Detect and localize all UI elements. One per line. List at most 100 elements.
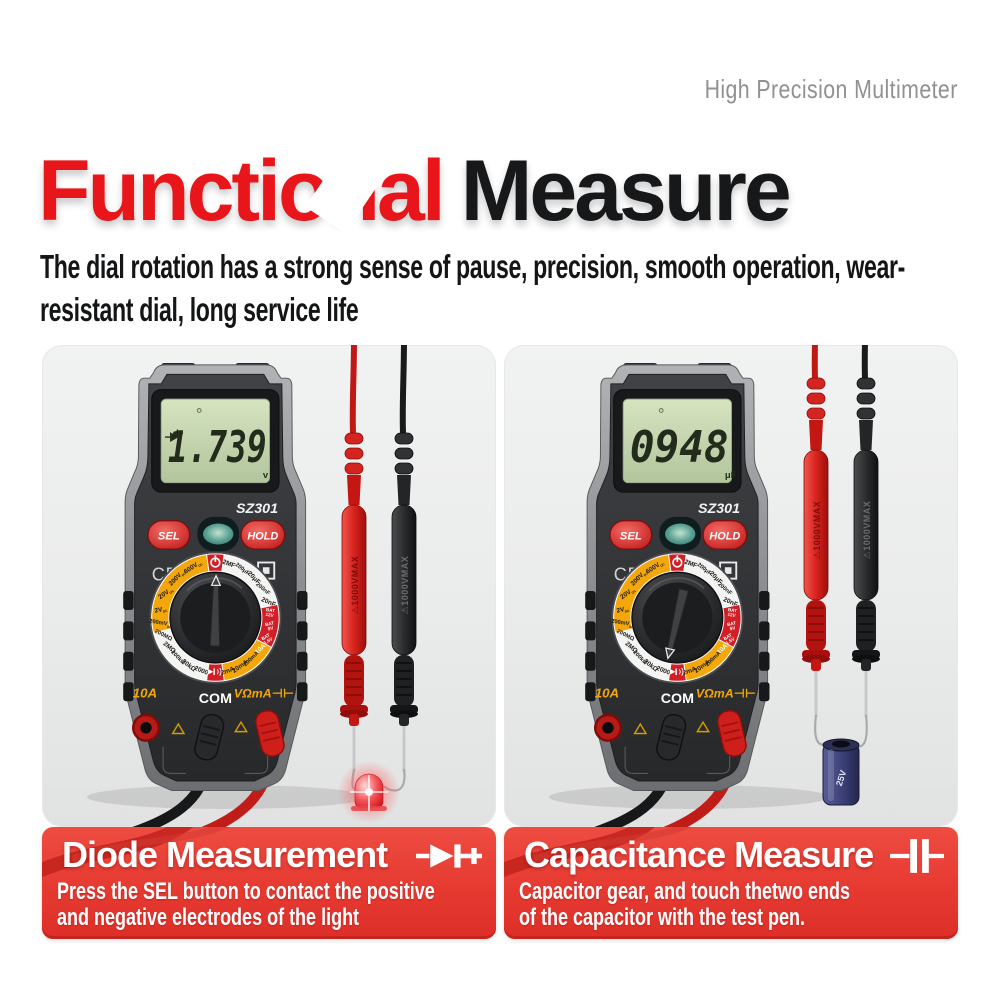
grip-rib (759, 621, 770, 641)
red-probe-wire (349, 345, 357, 434)
lcd-auto-dot (658, 408, 664, 413)
black-probe-tip (864, 671, 868, 717)
dial-label: 2MF (221, 559, 236, 570)
meter-shadow (549, 785, 829, 809)
banner-line2: and negative electrodes of the light (57, 903, 360, 931)
red-probe-rating: ⚠1000VMAX (350, 556, 360, 615)
dial-segment (613, 554, 672, 634)
grip-rib (123, 651, 134, 671)
knob-highlight (648, 577, 705, 592)
dial-pointer (209, 573, 222, 647)
led-sparkle-core (365, 788, 373, 796)
capacitor-attachment: 25V (814, 714, 868, 806)
com-plug (194, 713, 225, 761)
banner-line1: Capacitor gear, and touch thetwo ends (519, 878, 851, 905)
dial-label: 200mVDC (610, 619, 635, 630)
lcd-unit: v (263, 470, 269, 481)
black-probe-rating: ⚠1000VMAX (862, 501, 872, 560)
led-attachment (338, 761, 406, 823)
meter-shadow (87, 785, 367, 809)
volt-jack-label: VΩmA⊣⊢ (234, 686, 294, 700)
grip-rib (585, 621, 596, 641)
capacitor-highlight (828, 749, 834, 801)
test-probes: ⚠1000VMAX (802, 345, 880, 717)
warning-triangle-icon (171, 722, 186, 735)
lcd-auto-dot (196, 408, 202, 413)
banner-title: Capacitance Measure (524, 834, 874, 875)
grip-rib (123, 591, 134, 610)
red-probe: ⚠1000VMAX (340, 345, 368, 772)
photo-panel: 0948 μF SZ301 SEL HOLD CE (504, 345, 958, 827)
double-insulation-icon-inner (262, 567, 270, 574)
rotary-dial: 2MF200μF20μF200nF20nFBAT12VBAT9VBAT1.5V1… (610, 551, 744, 684)
volt-jack-label: VΩmA⊣⊢ (696, 686, 756, 700)
product-demo-column: 1.739 v SZ301 SEL HOLD CE (42, 345, 496, 939)
red-probe-rating: ⚠1000VMAX (812, 501, 822, 560)
hold-button-label: HOLD (247, 531, 278, 543)
dial-label: 2mA (682, 666, 698, 677)
product-demo-column: 0948 μF SZ301 SEL HOLD CE (504, 345, 958, 939)
diode-buzzer-icon (207, 667, 222, 676)
grip-rib (759, 591, 770, 610)
banner-line2: of the capacitor with the test pen. (519, 903, 806, 931)
grip-rib (759, 682, 770, 702)
black-probe-wire (399, 345, 407, 434)
black-probe: ⚠1000VMAX (390, 345, 418, 772)
black-probe-tip (402, 726, 406, 772)
photo-panel: 1.739 v SZ301 SEL HOLD CE (42, 345, 496, 827)
rotary-dial: 2MF200μF20μF200nF20nFBAT12VBAT9VBAT1.5V1… (148, 551, 282, 684)
banner-header: Diode Measurement (42, 827, 496, 876)
banner-header: Capacitance Measure (504, 827, 958, 876)
grip-rib (297, 651, 308, 671)
red-probe-tip (814, 671, 818, 717)
banner-line1: Press the SEL button to contact the posi… (57, 878, 435, 905)
grip-rib (123, 682, 134, 702)
sel-button-label: SEL (158, 531, 180, 543)
dial-wedges: 2MF200μF20μF200nF20nFBAT12VBAT9VBAT1.5V1… (610, 553, 742, 682)
dial-label: 2MF (683, 559, 698, 570)
jack-outline (706, 746, 731, 774)
dial-pointer (665, 588, 689, 661)
dial-label: BAT1.5V (260, 632, 273, 645)
black-probe: ⚠1000VMAX (852, 345, 880, 717)
multimeter: 1.739 v SZ301 SEL HOLD CE (123, 363, 308, 827)
capacitor-seal (832, 740, 850, 748)
flashlight-lens (665, 523, 696, 545)
capacitor-icon (890, 839, 944, 873)
red-probe-wire (811, 345, 818, 379)
black-probe-wire (861, 345, 868, 379)
com-plug (656, 713, 687, 761)
amp-jack-hole (602, 722, 614, 734)
warning-triangle-icon (234, 720, 248, 733)
power-icon (210, 555, 221, 568)
sel-button (147, 519, 191, 550)
demo-columns: 1.739 v SZ301 SEL HOLD CE (42, 345, 958, 939)
knob-highlight (186, 577, 243, 592)
warning-triangle-icon (696, 720, 710, 733)
dial-wedges: 2MF200μF20μF200nF20nFBAT12VBAT9VBAT1.5V1… (148, 553, 280, 682)
amp-jack-hole (140, 722, 152, 734)
sel-button-label: SEL (620, 531, 642, 543)
grip-rib (759, 651, 770, 671)
panel-illustration: 0948 μF SZ301 SEL HOLD CE (549, 345, 880, 827)
diode-icon (416, 844, 482, 868)
jack-outline (162, 746, 186, 774)
model-label: SZ301 (236, 501, 278, 517)
diode-buzzer-icon (669, 667, 684, 676)
dial-label: 200mVDC (148, 619, 173, 630)
black-probe-rating: ⚠1000VMAX (400, 556, 410, 615)
product-tagline: High Precision Multimeter (704, 74, 958, 104)
flashlight-lens (203, 523, 234, 545)
dial-label: 2VDC (154, 605, 169, 615)
lcd-diode-indicator (165, 429, 184, 443)
hold-button-label: HOLD (709, 531, 740, 543)
hold-button (240, 519, 286, 550)
panel-illustration: 1.739 v SZ301 SEL HOLD CE (87, 345, 418, 827)
amp-jack-label: 10A (595, 685, 619, 700)
dial-label: BAT9V (264, 620, 275, 632)
test-probes: ⚠1000VMAX (340, 345, 418, 772)
feature-banner: Capacitance Measure Capacitor gear, and … (504, 827, 958, 939)
grip-rib (585, 682, 596, 702)
lcd-reading: 0948 (630, 422, 729, 473)
red-probe-tip (352, 726, 356, 772)
